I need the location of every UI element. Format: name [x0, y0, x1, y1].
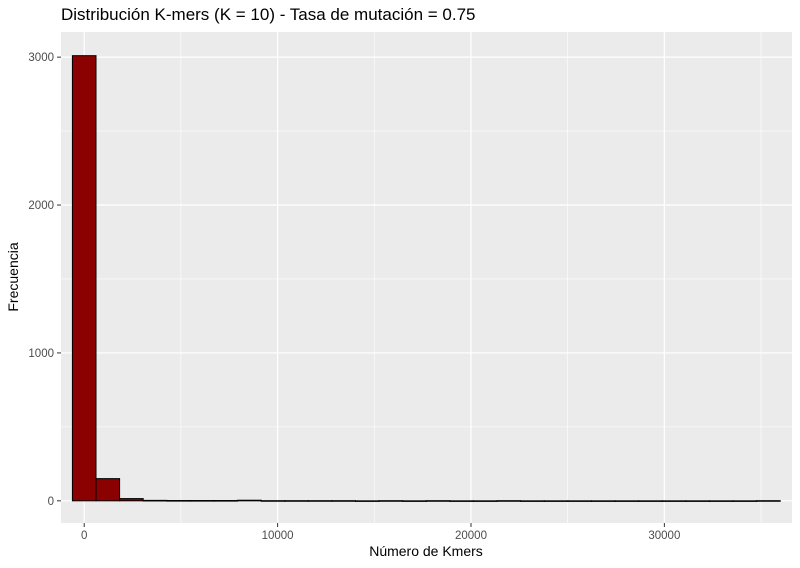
histogram-bar	[95, 478, 121, 502]
histogram-bar	[213, 500, 239, 502]
y-tick-label: 3000	[28, 52, 54, 64]
y-axis-title: Frecuencia	[5, 242, 21, 311]
histogram-bar	[708, 500, 734, 502]
x-tick-label: 20000	[455, 530, 487, 542]
histogram-bar	[378, 500, 404, 502]
histogram-bar	[284, 500, 309, 502]
histogram-bar	[425, 500, 451, 502]
histogram-bar	[543, 500, 569, 502]
y-tick-label: 1000	[28, 348, 54, 360]
histogram-bar	[496, 500, 522, 502]
histogram-bar	[331, 500, 357, 502]
histogram-bar	[237, 499, 262, 502]
histogram-bar	[142, 499, 168, 502]
x-axis-ticks: 0 10000 20000 30000	[81, 523, 680, 542]
histogram-bar	[614, 500, 640, 502]
plot-panel	[61, 32, 792, 523]
x-axis-title: Número de Kmers	[369, 543, 483, 559]
histogram-bar	[71, 55, 97, 502]
histogram-bar	[449, 500, 474, 502]
histogram-bar	[260, 500, 286, 502]
histogram-bar	[166, 500, 191, 502]
histogram-bars	[71, 55, 781, 502]
histogram-bar	[520, 500, 545, 502]
histogram-bar	[661, 500, 687, 502]
histogram-bar	[189, 500, 215, 502]
histogram-bar	[402, 500, 427, 502]
x-tick-label: 30000	[648, 530, 680, 542]
histogram-bar	[472, 500, 498, 502]
histogram-bar	[638, 500, 663, 502]
histogram-bar	[590, 500, 616, 502]
x-tick-label: 0	[81, 530, 87, 542]
x-tick-label: 10000	[262, 530, 294, 542]
histogram-bar	[307, 500, 333, 502]
chart-title: Distribución K-mers (K = 10) - Tasa de m…	[61, 5, 475, 24]
histogram-bar	[355, 500, 380, 502]
histogram-bar	[119, 498, 144, 502]
y-axis-ticks: 0 1000 2000 3000	[28, 52, 61, 508]
histogram-bar	[685, 500, 710, 502]
histogram-bar	[756, 500, 781, 502]
y-tick-label: 0	[48, 496, 54, 508]
y-tick-label: 2000	[28, 200, 54, 212]
histogram-bar	[732, 500, 758, 502]
histogram-bar	[567, 500, 592, 502]
